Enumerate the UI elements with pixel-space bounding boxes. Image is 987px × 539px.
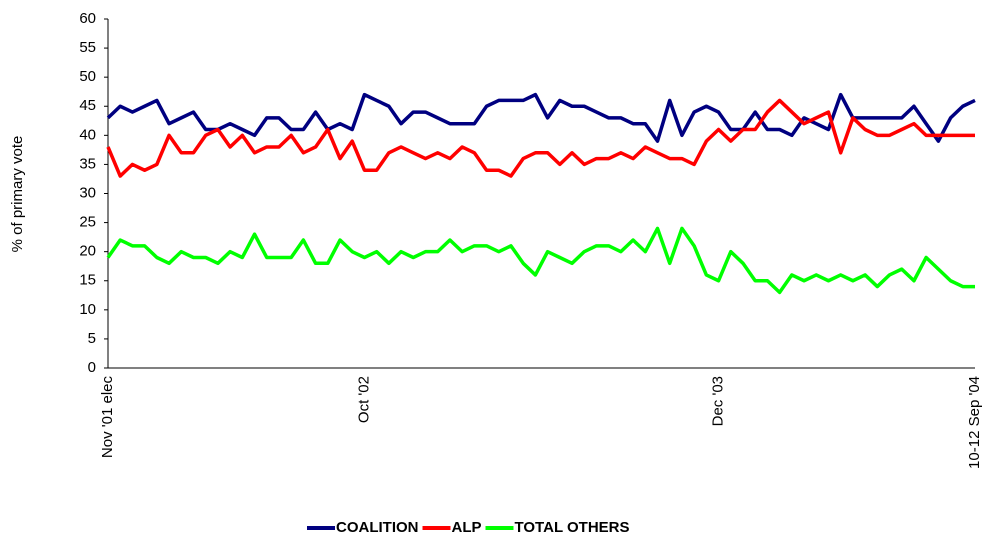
y-tick-label: 60	[79, 10, 96, 27]
x-tick-label: Nov '01 elec	[99, 376, 116, 459]
series-line	[106, 92, 976, 143]
y-tick-label: 35	[79, 155, 96, 172]
y-tick-label: 30	[79, 184, 96, 201]
y-tick-label: 40	[79, 126, 96, 143]
y-tick-label: 0	[88, 359, 96, 376]
x-tick-label: Dec '03	[710, 376, 727, 426]
y-tick-label: 45	[79, 97, 96, 114]
y-tick-label: 25	[79, 214, 96, 231]
y-tick-label: 5	[88, 330, 96, 347]
legend: COALITION ALP TOTAL OTHERS	[307, 519, 630, 536]
x-tick-label: Oct '02	[355, 376, 372, 423]
series-line	[106, 226, 975, 295]
y-tick-label: 55	[79, 39, 96, 56]
series-line	[106, 98, 975, 178]
x-tick-label: 10-12 Sep '04	[966, 376, 983, 469]
legend-label: ALP	[452, 519, 482, 536]
legend-label: TOTAL OTHERS	[515, 519, 630, 536]
y-tick-label: 15	[79, 272, 96, 289]
y-tick-label: 20	[79, 243, 96, 260]
y-tick-label: 50	[79, 68, 96, 85]
y-tick-label: 10	[79, 301, 96, 318]
legend-label: COALITION	[336, 519, 419, 536]
y-axis-title: % of primary vote	[9, 136, 26, 253]
